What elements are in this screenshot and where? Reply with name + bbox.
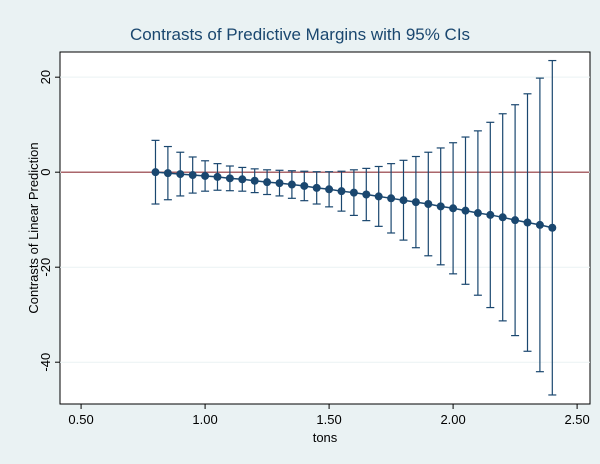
- point: [337, 187, 346, 196]
- y-tick-label: 20: [38, 70, 53, 84]
- point: [349, 188, 358, 197]
- point: [213, 172, 222, 181]
- point: [387, 194, 396, 203]
- point: [399, 196, 408, 205]
- point: [486, 210, 495, 219]
- point: [449, 204, 458, 213]
- point: [535, 220, 544, 229]
- point: [250, 176, 259, 185]
- point: [411, 198, 420, 207]
- chart-title: Contrasts of Predictive Margins with 95%…: [130, 25, 470, 44]
- point: [424, 200, 433, 209]
- point: [548, 223, 557, 232]
- y-tick-label: -20: [38, 258, 53, 277]
- point: [163, 169, 172, 178]
- x-tick-label: 2.50: [564, 412, 589, 427]
- point: [201, 171, 210, 180]
- y-tick-label: 0: [38, 169, 53, 176]
- point: [300, 181, 309, 190]
- point: [312, 183, 321, 192]
- point: [238, 175, 247, 184]
- point: [287, 180, 296, 189]
- x-tick-label: 1.00: [192, 412, 217, 427]
- x-tick-label: 1.50: [316, 412, 341, 427]
- point: [151, 168, 160, 177]
- point: [275, 179, 284, 188]
- y-tick-label: -40: [38, 353, 53, 372]
- point: [498, 213, 507, 222]
- x-tick-label: 2.00: [440, 412, 465, 427]
- point: [325, 185, 334, 194]
- point: [523, 218, 532, 227]
- point: [511, 216, 520, 225]
- point: [225, 174, 234, 183]
- plot-area: [59, 51, 591, 405]
- point: [461, 206, 470, 215]
- point: [436, 202, 445, 211]
- point: [263, 178, 272, 187]
- point: [473, 209, 482, 218]
- point: [362, 190, 371, 199]
- x-tick-label: 0.50: [68, 412, 93, 427]
- x-axis-label: tons: [313, 430, 338, 445]
- point: [374, 192, 383, 201]
- point: [188, 171, 197, 180]
- y-axis-label: Contrasts of Linear Prediction: [26, 142, 41, 313]
- point: [176, 170, 185, 179]
